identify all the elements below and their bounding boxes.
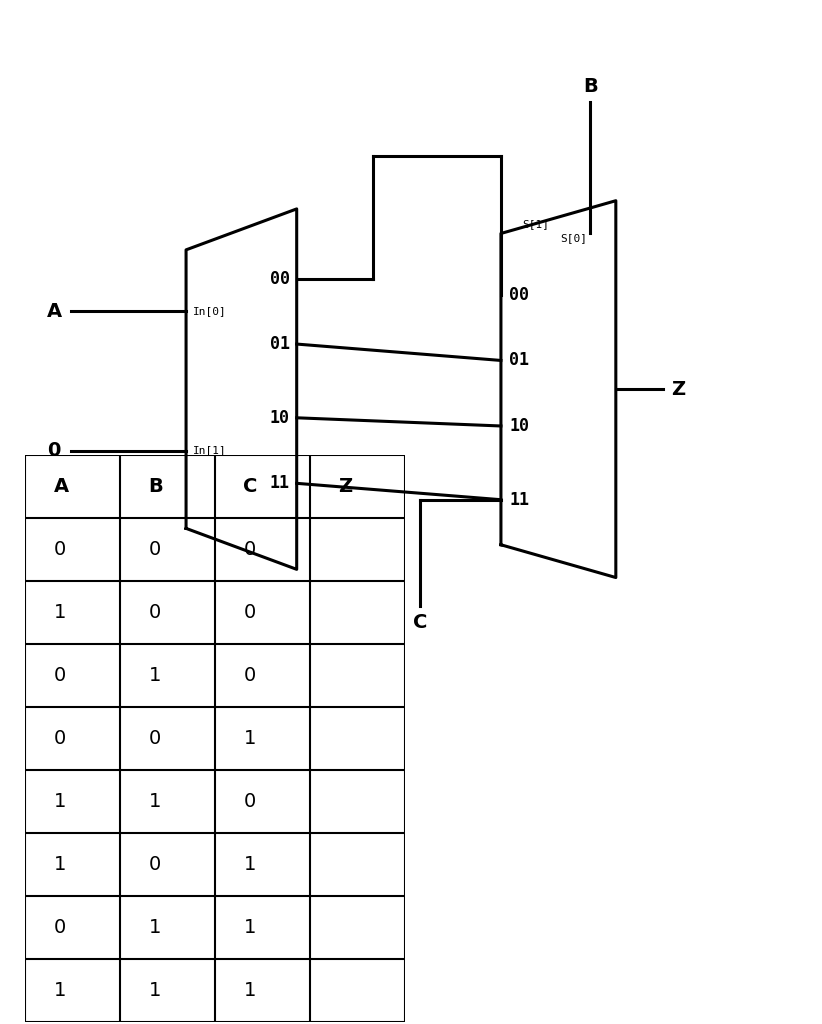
Text: 00: 00 bbox=[510, 286, 529, 304]
Text: 1: 1 bbox=[53, 981, 66, 1000]
Text: 1: 1 bbox=[149, 981, 161, 1000]
Text: A: A bbox=[47, 302, 62, 321]
Text: 1: 1 bbox=[243, 981, 256, 1000]
Text: 0: 0 bbox=[53, 729, 66, 748]
Text: 1: 1 bbox=[149, 792, 161, 811]
Text: 0: 0 bbox=[149, 855, 161, 874]
Text: 1: 1 bbox=[149, 666, 161, 685]
Text: A: A bbox=[53, 477, 68, 496]
Text: 0: 0 bbox=[53, 540, 66, 559]
Text: S[0]: S[0] bbox=[561, 233, 588, 244]
Text: 1: 1 bbox=[243, 855, 256, 874]
Text: C: C bbox=[243, 477, 258, 496]
Text: Z: Z bbox=[339, 477, 353, 496]
Text: 0: 0 bbox=[243, 666, 256, 685]
Text: 10: 10 bbox=[510, 417, 529, 435]
Text: 1: 1 bbox=[53, 855, 66, 874]
Text: 1: 1 bbox=[53, 792, 66, 811]
Text: 11: 11 bbox=[510, 490, 529, 509]
Text: In[1]: In[1] bbox=[193, 445, 227, 456]
Text: 11: 11 bbox=[270, 474, 290, 493]
Text: 0: 0 bbox=[243, 540, 256, 559]
Text: 0: 0 bbox=[53, 918, 66, 937]
Text: 0: 0 bbox=[53, 666, 66, 685]
Text: 0: 0 bbox=[48, 441, 61, 460]
Text: 0: 0 bbox=[243, 792, 256, 811]
Text: C: C bbox=[413, 613, 427, 632]
Text: In[0]: In[0] bbox=[193, 306, 227, 316]
Text: 0: 0 bbox=[149, 603, 161, 622]
Text: 10: 10 bbox=[270, 409, 290, 427]
Text: B: B bbox=[149, 477, 164, 496]
Text: 01: 01 bbox=[270, 335, 290, 353]
Text: B: B bbox=[583, 77, 598, 95]
Text: 1: 1 bbox=[149, 918, 161, 937]
Text: 1: 1 bbox=[243, 729, 256, 748]
Text: 00: 00 bbox=[270, 269, 290, 288]
Text: 0: 0 bbox=[149, 540, 161, 559]
Text: 0: 0 bbox=[243, 603, 256, 622]
Text: 1: 1 bbox=[243, 918, 256, 937]
Text: 01: 01 bbox=[510, 351, 529, 370]
Text: S[1]: S[1] bbox=[522, 219, 549, 229]
Text: 0: 0 bbox=[149, 729, 161, 748]
Text: 1: 1 bbox=[53, 603, 66, 622]
Text: Z: Z bbox=[671, 380, 686, 398]
